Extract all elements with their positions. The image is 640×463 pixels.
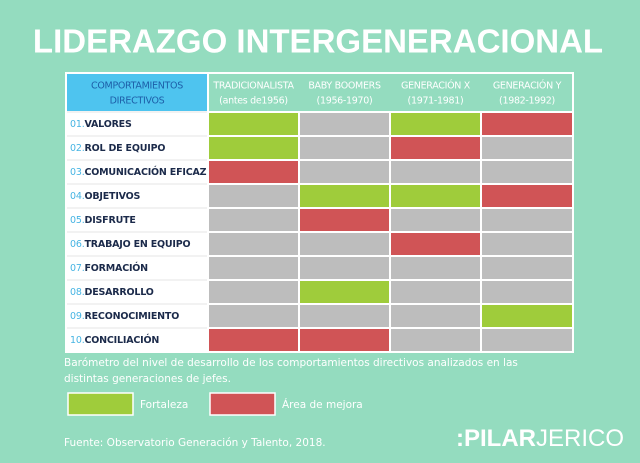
row-number: 05.: [70, 215, 85, 226]
row-number: 08.: [70, 287, 85, 298]
row-text: DISFRUTE: [85, 215, 136, 226]
row-text: COMUNICACIÓN EFICAZ: [85, 166, 207, 178]
cell: [298, 159, 391, 185]
cell: [298, 135, 391, 161]
cell: [389, 207, 482, 233]
cell: [207, 207, 300, 233]
row-label: 01.VALORES: [70, 119, 132, 130]
cell: [389, 255, 482, 281]
logo-bold: :PILAR: [456, 425, 536, 452]
cell: [480, 207, 574, 233]
row-label: 05.DISFRUTE: [70, 215, 136, 226]
legend-swatch: [67, 392, 134, 416]
row-label: 10.CONCILIACIÓN: [70, 334, 159, 346]
cell: [389, 159, 482, 185]
cell: [298, 183, 391, 209]
row-number: 07.: [70, 263, 85, 274]
caption-line: Barómetro del nivel de desarrollo de los…: [64, 357, 518, 369]
row-text: RECONOCIMIENTO: [85, 311, 180, 322]
row-text: CONCILIACIÓN: [85, 334, 160, 346]
cell: [480, 327, 574, 353]
header-text: (antes de1956): [219, 96, 288, 107]
row-label: 09.RECONOCIMIENTO: [70, 311, 179, 322]
header-text: BABY BOOMERS: [308, 81, 381, 92]
row-label: 08.DESARROLLO: [70, 287, 154, 298]
cell: [480, 279, 574, 305]
title: LIDERAZGO INTERGENERACIONAL: [33, 23, 603, 60]
header-text: (1971-1981): [408, 96, 464, 107]
cell: [298, 279, 391, 305]
header-text: TRADICIONALISTA: [212, 81, 294, 92]
row-number: 02.: [70, 143, 85, 154]
legend-swatch: [209, 392, 276, 416]
cell: [480, 231, 574, 257]
cell: [207, 231, 300, 257]
table-border: [65, 72, 574, 353]
cell: [298, 231, 391, 257]
cell: [389, 231, 482, 257]
row-number: 01.: [70, 119, 85, 130]
row-label-cell: [65, 111, 209, 137]
cell: [480, 111, 574, 137]
header-cell: [65, 72, 209, 113]
cell: [389, 111, 482, 137]
legend-label: Fortaleza: [140, 399, 188, 411]
row-label: 07.FORMACIÓN: [70, 262, 148, 274]
cell: [298, 327, 391, 353]
cell: [480, 303, 574, 329]
cell: [207, 183, 300, 209]
logo: :PILARJERICO: [456, 425, 624, 452]
cell: [389, 327, 482, 353]
row-text: FORMACIÓN: [85, 262, 149, 274]
row-text: ROL DE EQUIPO: [85, 143, 166, 154]
cell: [298, 255, 391, 281]
row-label: 06.TRABAJO EN EQUIPO: [70, 239, 190, 250]
cell: [207, 135, 300, 161]
cell: [207, 279, 300, 305]
cell: [389, 279, 482, 305]
cell: [207, 303, 300, 329]
cell: [389, 183, 482, 209]
cell: [298, 111, 391, 137]
cell: [207, 327, 300, 353]
cell: [298, 207, 391, 233]
cell: [207, 159, 300, 185]
cell: [480, 135, 574, 161]
header-text: GENERACIÓN X: [401, 80, 471, 92]
source: Fuente: Observatorio Generación y Talent…: [64, 437, 326, 449]
cell: [480, 255, 574, 281]
row-number: 03.: [70, 167, 85, 178]
cell: [480, 159, 574, 185]
row-text: TRABAJO EN EQUIPO: [85, 239, 191, 250]
row-number: 09.: [70, 311, 85, 322]
header-text: COMPORTAMIENTOS: [91, 81, 183, 92]
row-text: OBJETIVOS: [85, 191, 141, 202]
cell: [389, 135, 482, 161]
cell: [298, 303, 391, 329]
cell: [389, 303, 482, 329]
logo-light: JERICO: [536, 425, 624, 452]
header-text: (1956-1970): [317, 96, 373, 107]
row-text: VALORES: [85, 119, 132, 130]
header-text: (1982-1992): [499, 96, 555, 107]
row-number: 04.: [70, 191, 85, 202]
row-label-cell: [65, 135, 209, 161]
row-text: DESARROLLO: [85, 287, 154, 298]
row-number: 06.: [70, 239, 85, 250]
cell: [480, 183, 574, 209]
row-label: 02.ROL DE EQUIPO: [70, 143, 165, 154]
row-label: 03.COMUNICACIÓN EFICAZ: [70, 166, 207, 178]
cell: [207, 255, 300, 281]
caption-line: distintas generaciones de jefes.: [64, 373, 231, 385]
cell: [207, 111, 300, 137]
legend-label: Área de mejora: [282, 398, 363, 411]
row-label: 04.OBJETIVOS: [70, 191, 141, 202]
header-text: DIRECTIVOS: [110, 96, 165, 107]
header-text: GENERACIÓN Y: [493, 80, 562, 92]
row-number: 10.: [70, 335, 85, 346]
